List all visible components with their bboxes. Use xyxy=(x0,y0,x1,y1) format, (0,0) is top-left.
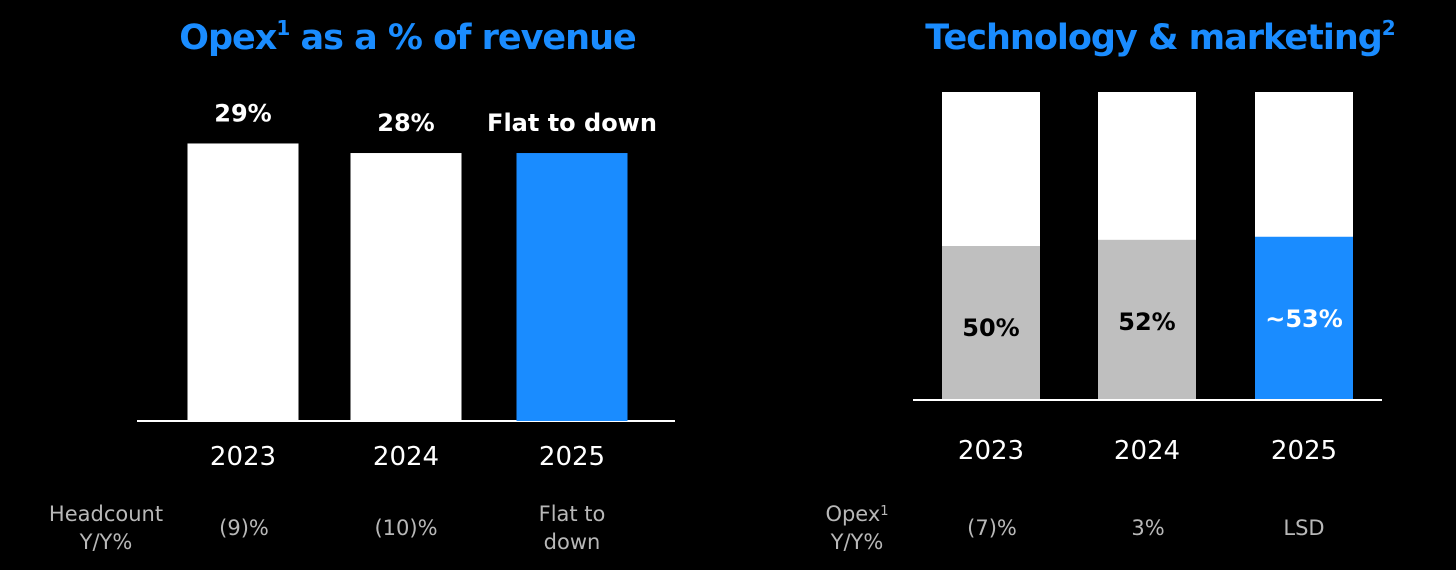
left-footer-value-2025: Flat to down xyxy=(538,502,606,554)
right-x-tick-2023: 2023 xyxy=(958,436,1024,466)
right-x-tick-2025: 2025 xyxy=(1271,436,1337,466)
right-bar-share-2023 xyxy=(942,246,1040,400)
left-chart-title: Opex1 as a % of revenue xyxy=(179,16,637,58)
left-x-tick-2024: 2024 xyxy=(373,442,439,472)
right-chart-title: Technology & marketing2 xyxy=(925,16,1395,58)
right-footer-value-2024: 3% xyxy=(1131,516,1165,540)
right-bar-label-2025: ~53% xyxy=(1265,305,1343,333)
right-x-tick-2024: 2024 xyxy=(1114,436,1180,466)
right-bar-share-2025 xyxy=(1255,236,1353,400)
left-bar-label-2023: 29% xyxy=(214,99,271,127)
left-x-tick-2025: 2025 xyxy=(539,442,605,472)
left-bar-2025 xyxy=(516,153,628,422)
left-footer-label: Headcount Y/Y% xyxy=(48,502,164,554)
left-bar-2023 xyxy=(187,143,299,421)
right-bar-share-2024 xyxy=(1098,239,1196,400)
right-bar-label-2024: 52% xyxy=(1118,308,1175,336)
left-footer-value-2023: (9)% xyxy=(219,516,269,540)
right-footer-value-2023: (7)% xyxy=(967,516,1017,540)
right-bar-label-2023: 50% xyxy=(962,314,1019,342)
left-bar-label-2025: Flat to down xyxy=(487,109,657,137)
right-footer-value-2025: LSD xyxy=(1283,516,1325,540)
left-x-tick-2023: 2023 xyxy=(210,442,276,472)
right-footer-label: Opex1 Y/Y% xyxy=(825,502,889,554)
left-bar-label-2024: 28% xyxy=(377,109,434,137)
left-bar-2024 xyxy=(350,153,462,422)
left-footer-value-2024: (10)% xyxy=(374,516,438,540)
